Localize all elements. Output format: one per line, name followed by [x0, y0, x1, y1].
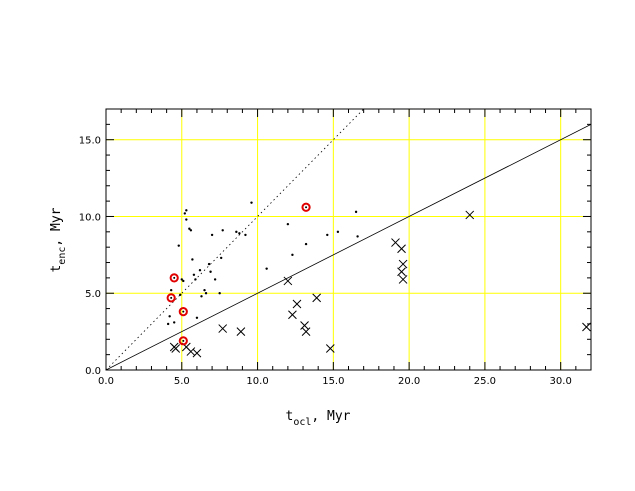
dot-point [221, 229, 224, 232]
dot-point [188, 227, 191, 230]
dot-point [326, 233, 329, 237]
cross-point [397, 267, 406, 277]
x-axis-title-tail: , Myr [311, 409, 350, 424]
dot-point [213, 278, 217, 281]
cross-point [218, 324, 228, 333]
cross-point [192, 348, 202, 358]
reference-line-solid [105, 123, 592, 371]
x-tick-label: 30.0 [550, 376, 572, 387]
x-tick-label: 5.0 [174, 376, 190, 387]
dot-point [185, 218, 188, 221]
y-axis-title-tail: , Myr [49, 207, 64, 246]
circled-point [166, 293, 176, 303]
x-tick-label: 0.0 [98, 376, 114, 387]
dot-point [194, 278, 197, 281]
dot-point [166, 322, 170, 326]
dot-point [219, 256, 223, 260]
dot-point [244, 233, 247, 237]
x-tick-label: 10.0 [246, 376, 268, 387]
data-points [166, 201, 591, 358]
y-tick-label: 0.0 [85, 366, 101, 377]
dot-point [180, 278, 183, 281]
dot-point [182, 279, 185, 283]
dot-point [169, 288, 173, 292]
axis-ticks: 0.0 5.0 10.0 15.0 20.0 25.0 30.0 0.0 5.0 10.0 15.0 [79, 108, 592, 387]
circled-point [169, 273, 179, 283]
dot-point [185, 209, 188, 212]
circled-point [178, 336, 188, 346]
y-axis-title-sub: enc [57, 247, 68, 265]
x-axis-title: tocl, Myr [285, 409, 350, 428]
dot-point [218, 292, 221, 295]
dot-point [291, 253, 294, 257]
x-tick-label: 25.0 [474, 376, 496, 387]
reference-line-dotted [105, 108, 364, 371]
dot-point [189, 229, 193, 232]
dot-point [183, 212, 187, 215]
dot-point [209, 270, 212, 273]
dot-point [210, 233, 214, 237]
cross-point [186, 347, 196, 356]
dot-point [191, 258, 194, 261]
cross-point [300, 321, 309, 330]
dot-point [265, 267, 268, 270]
x-tick-label: 20.0 [398, 376, 420, 387]
dot-point [203, 288, 206, 292]
reference-lines [105, 108, 592, 371]
plot-frame [105, 108, 592, 371]
dot-point [198, 269, 202, 272]
cross-point [312, 293, 322, 303]
circled-point [301, 202, 311, 212]
dot-point [204, 292, 208, 295]
cross-point [398, 275, 408, 284]
dot-point [177, 244, 180, 247]
x-axis-title-main: t [285, 409, 293, 424]
circled-point [178, 307, 188, 317]
cross-point [397, 244, 406, 254]
dot-point [207, 262, 211, 266]
dot-point [336, 230, 340, 234]
dot-point [200, 295, 203, 298]
dot-point [195, 316, 199, 319]
cross-point [171, 344, 181, 353]
dot-point [354, 210, 358, 214]
cross-point [288, 310, 297, 320]
cross-point [465, 210, 475, 220]
dot-point [356, 235, 359, 238]
cross-point [236, 327, 246, 336]
x-axis-title-sub: ocl [293, 417, 311, 428]
dot-point [304, 242, 308, 246]
dot-point [192, 273, 196, 277]
dot-point [179, 293, 182, 296]
cross-point [283, 276, 293, 286]
dot-point [238, 232, 241, 235]
cross-point [325, 344, 335, 353]
cross-point [398, 259, 408, 269]
y-axis-title: tenc, Myr [49, 207, 68, 272]
y-tick-label: 5.0 [85, 289, 101, 300]
dot-point [286, 222, 290, 226]
cross-point [292, 299, 302, 309]
y-axis-title-main: t [49, 265, 64, 273]
dot-point [235, 230, 238, 234]
grid-lines [106, 109, 591, 370]
y-tick-label: 15.0 [79, 136, 101, 147]
y-tick-label: 10.0 [79, 212, 101, 223]
cross-point [301, 327, 311, 336]
dot-point [168, 315, 171, 318]
x-tick-label: 15.0 [322, 376, 344, 387]
dot-point [173, 321, 176, 324]
dot-point [250, 201, 253, 204]
